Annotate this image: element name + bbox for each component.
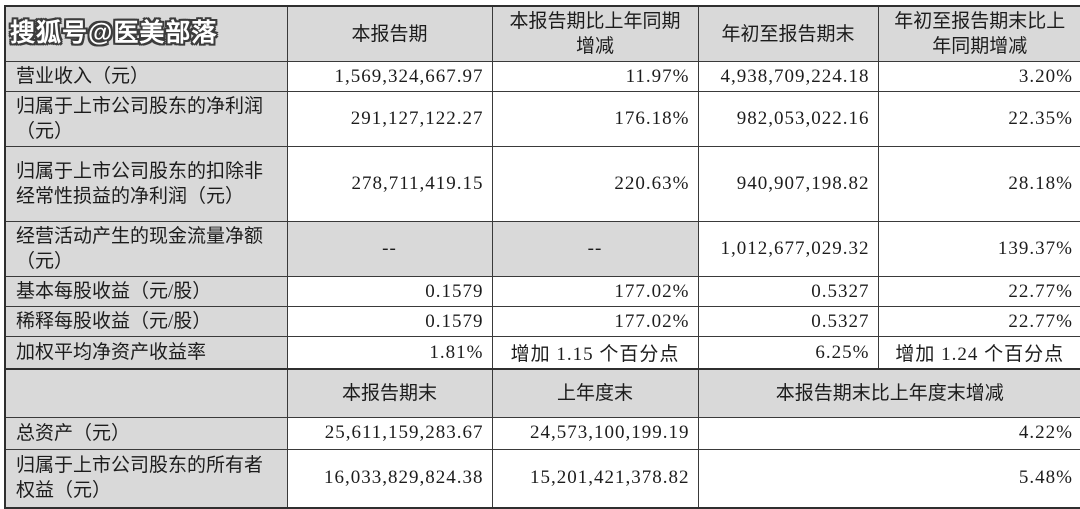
table2-header-row: 本报告期末 上年度末 本报告期末比上年度末增减 bbox=[4, 368, 1080, 418]
cell-value: 4.22% bbox=[697, 416, 1080, 450]
table2-header-period-end: 本报告期末 bbox=[286, 368, 493, 418]
cell-value: 278,711,419.15 bbox=[286, 146, 493, 222]
cell-value-na: -- bbox=[491, 221, 699, 277]
cell-value: 22.77% bbox=[877, 276, 1080, 307]
table-row: 加权平均净资产收益率 1.81% 增加 1.15 个百分点 6.25% 增加 1… bbox=[4, 336, 1080, 370]
row-label-deducted-net-profit: 归属于上市公司股东的扣除非经常性损益的净利润（元） bbox=[4, 146, 288, 222]
cell-value: 1.81% bbox=[286, 336, 493, 370]
cell-value: 0.1579 bbox=[286, 276, 493, 307]
cell-value: 25,611,159,283.67 bbox=[286, 416, 493, 450]
cell-value: 28.18% bbox=[877, 146, 1080, 222]
table-row: 归属于上市公司股东的所有者权益（元） 16,033,829,824.38 15,… bbox=[4, 448, 1080, 509]
cell-value: 6.25% bbox=[697, 336, 879, 370]
row-label-weighted-avg-roe: 加权平均净资产收益率 bbox=[4, 336, 288, 370]
cell-value: 139.37% bbox=[877, 221, 1080, 277]
table2-header-prior-year-end: 上年度末 bbox=[491, 368, 699, 418]
financial-summary-table: 本报告期 本报告期比上年同期增减 年初至报告期末 年初至报告期末比上年同期增减 … bbox=[4, 5, 1080, 509]
cell-value: 177.02% bbox=[491, 276, 699, 307]
row-label-basic-eps: 基本每股收益（元/股） bbox=[4, 276, 288, 307]
table1-header-row: 本报告期 本报告期比上年同期增减 年初至报告期末 年初至报告期末比上年同期增减 bbox=[4, 5, 1080, 62]
cell-value: 291,127,122.27 bbox=[286, 91, 493, 147]
table-row: 归属于上市公司股东的净利润（元） 291,127,122.27 176.18% … bbox=[4, 91, 1080, 147]
table2-header-change: 本报告期末比上年度末增减 bbox=[697, 368, 1080, 418]
cell-value: 0.5327 bbox=[697, 306, 879, 337]
cell-value: 11.97% bbox=[491, 61, 699, 92]
table-row: 归属于上市公司股东的扣除非经常性损益的净利润（元） 278,711,419.15… bbox=[4, 146, 1080, 222]
table1-header-current-period: 本报告期 bbox=[286, 5, 493, 62]
table2-header-empty bbox=[4, 368, 288, 418]
cell-value: 177.02% bbox=[491, 306, 699, 337]
cell-value: 22.77% bbox=[877, 306, 1080, 337]
cell-value: 15,201,421,378.82 bbox=[491, 448, 699, 509]
row-label-net-profit: 归属于上市公司股东的净利润（元） bbox=[4, 91, 288, 147]
cell-value: 24,573,100,199.19 bbox=[491, 416, 699, 450]
cell-value: 22.35% bbox=[877, 91, 1080, 147]
row-label-operating-cash-flow: 经营活动产生的现金流量净额（元） bbox=[4, 221, 288, 277]
row-label-diluted-eps: 稀释每股收益（元/股） bbox=[4, 306, 288, 337]
table-row: 营业收入（元） 1,569,324,667.97 11.97% 4,938,70… bbox=[4, 61, 1080, 92]
row-label-revenue: 营业收入（元） bbox=[4, 61, 288, 92]
cell-value-na: -- bbox=[286, 221, 493, 277]
table-row: 经营活动产生的现金流量净额（元） -- -- 1,012,677,029.32 … bbox=[4, 221, 1080, 277]
cell-value: 5.48% bbox=[697, 448, 1080, 509]
table-row: 基本每股收益（元/股） 0.1579 177.02% 0.5327 22.77% bbox=[4, 276, 1080, 307]
table-row: 稀释每股收益（元/股） 0.1579 177.02% 0.5327 22.77% bbox=[4, 306, 1080, 337]
cell-value: 220.63% bbox=[491, 146, 699, 222]
cell-value: 4,938,709,224.18 bbox=[697, 61, 879, 92]
cell-value: 增加 1.15 个百分点 bbox=[491, 336, 699, 370]
table-row: 总资产（元） 25,611,159,283.67 24,573,100,199.… bbox=[4, 416, 1080, 450]
sohu-watermark: 搜狐号@医美部落 bbox=[10, 19, 218, 47]
table1-header-yoy-change: 本报告期比上年同期增减 bbox=[491, 5, 699, 62]
table1-header-ytd-yoy-change: 年初至报告期末比上年同期增减 bbox=[877, 5, 1080, 62]
table1-header-empty bbox=[4, 5, 288, 62]
cell-value: 0.1579 bbox=[286, 306, 493, 337]
cell-value: 982,053,022.16 bbox=[697, 91, 879, 147]
row-label-owners-equity: 归属于上市公司股东的所有者权益（元） bbox=[4, 448, 288, 509]
cell-value: 16,033,829,824.38 bbox=[286, 448, 493, 509]
cell-value: 1,012,677,029.32 bbox=[697, 221, 879, 277]
cell-value: 增加 1.24 个百分点 bbox=[877, 336, 1080, 370]
cell-value: 176.18% bbox=[491, 91, 699, 147]
row-label-total-assets: 总资产（元） bbox=[4, 416, 288, 450]
cell-value: 3.20% bbox=[877, 61, 1080, 92]
cell-value: 0.5327 bbox=[697, 276, 879, 307]
cell-value: 1,569,324,667.97 bbox=[286, 61, 493, 92]
cell-value: 940,907,198.82 bbox=[697, 146, 879, 222]
table1-header-ytd: 年初至报告期末 bbox=[697, 5, 879, 62]
